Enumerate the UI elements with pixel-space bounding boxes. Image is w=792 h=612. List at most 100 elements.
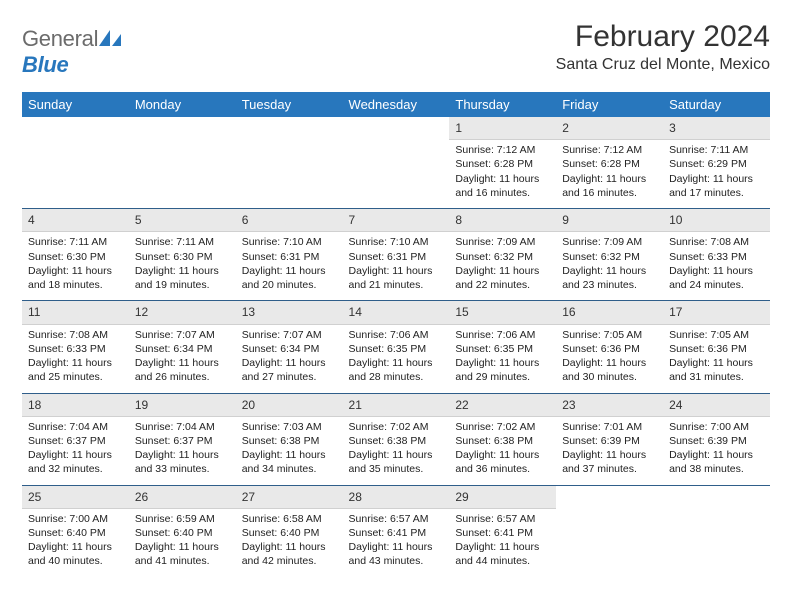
calendar-week-row: 11Sunrise: 7:08 AMSunset: 6:33 PMDayligh…	[22, 301, 770, 393]
calendar-week-row: 4Sunrise: 7:11 AMSunset: 6:30 PMDaylight…	[22, 209, 770, 301]
day-number: 3	[663, 117, 770, 140]
daylight-line: Daylight: 11 hours and 25 minutes.	[28, 356, 123, 384]
sunrise-line: Sunrise: 7:02 AM	[455, 420, 550, 434]
daylight-line: Daylight: 11 hours and 19 minutes.	[135, 264, 230, 292]
day-details: Sunrise: 7:08 AMSunset: 6:33 PMDaylight:…	[22, 325, 129, 393]
day-details: Sunrise: 6:57 AMSunset: 6:41 PMDaylight:…	[343, 509, 450, 577]
daylight-line: Daylight: 11 hours and 37 minutes.	[562, 448, 657, 476]
calendar-day-cell: 9Sunrise: 7:09 AMSunset: 6:32 PMDaylight…	[556, 209, 663, 301]
sunrise-line: Sunrise: 6:58 AM	[242, 512, 337, 526]
sunrise-line: Sunrise: 7:12 AM	[455, 143, 550, 157]
day-number: 4	[22, 209, 129, 232]
sunrise-line: Sunrise: 7:01 AM	[562, 420, 657, 434]
calendar-day-cell: 28Sunrise: 6:57 AMSunset: 6:41 PMDayligh…	[343, 485, 450, 577]
sunrise-line: Sunrise: 6:57 AM	[455, 512, 550, 526]
day-number: 26	[129, 486, 236, 509]
calendar-day-cell: 4Sunrise: 7:11 AMSunset: 6:30 PMDaylight…	[22, 209, 129, 301]
sunrise-line: Sunrise: 7:03 AM	[242, 420, 337, 434]
calendar-day-cell: 11Sunrise: 7:08 AMSunset: 6:33 PMDayligh…	[22, 301, 129, 393]
day-details: Sunrise: 7:12 AMSunset: 6:28 PMDaylight:…	[556, 140, 663, 208]
day-details: Sunrise: 7:02 AMSunset: 6:38 PMDaylight:…	[343, 417, 450, 485]
calendar-day-cell: 3Sunrise: 7:11 AMSunset: 6:29 PMDaylight…	[663, 117, 770, 209]
day-details: Sunrise: 7:07 AMSunset: 6:34 PMDaylight:…	[129, 325, 236, 393]
day-details: Sunrise: 7:12 AMSunset: 6:28 PMDaylight:…	[449, 140, 556, 208]
daylight-line: Daylight: 11 hours and 16 minutes.	[562, 172, 657, 200]
day-details: Sunrise: 7:06 AMSunset: 6:35 PMDaylight:…	[449, 325, 556, 393]
day-details: Sunrise: 7:11 AMSunset: 6:30 PMDaylight:…	[129, 232, 236, 300]
day-number: 29	[449, 486, 556, 509]
sunset-line: Sunset: 6:30 PM	[135, 250, 230, 264]
day-details: Sunrise: 7:11 AMSunset: 6:30 PMDaylight:…	[22, 232, 129, 300]
sunset-line: Sunset: 6:28 PM	[455, 157, 550, 171]
day-details: Sunrise: 7:09 AMSunset: 6:32 PMDaylight:…	[449, 232, 556, 300]
sunrise-line: Sunrise: 7:06 AM	[455, 328, 550, 342]
sunrise-line: Sunrise: 6:59 AM	[135, 512, 230, 526]
day-details: Sunrise: 7:05 AMSunset: 6:36 PMDaylight:…	[556, 325, 663, 393]
daylight-line: Daylight: 11 hours and 17 minutes.	[669, 172, 764, 200]
calendar-day-cell: 7Sunrise: 7:10 AMSunset: 6:31 PMDaylight…	[343, 209, 450, 301]
day-details: Sunrise: 7:00 AMSunset: 6:40 PMDaylight:…	[22, 509, 129, 577]
daylight-line: Daylight: 11 hours and 23 minutes.	[562, 264, 657, 292]
day-number: 14	[343, 301, 450, 324]
day-details: Sunrise: 7:05 AMSunset: 6:36 PMDaylight:…	[663, 325, 770, 393]
sunrise-line: Sunrise: 7:07 AM	[242, 328, 337, 342]
day-number: 21	[343, 394, 450, 417]
sunset-line: Sunset: 6:35 PM	[455, 342, 550, 356]
daylight-line: Daylight: 11 hours and 44 minutes.	[455, 540, 550, 568]
sunset-line: Sunset: 6:40 PM	[28, 526, 123, 540]
weekday-header: Saturday	[663, 92, 770, 117]
daylight-line: Daylight: 11 hours and 29 minutes.	[455, 356, 550, 384]
sunrise-line: Sunrise: 7:05 AM	[562, 328, 657, 342]
calendar-day-cell: 22Sunrise: 7:02 AMSunset: 6:38 PMDayligh…	[449, 393, 556, 485]
day-details: Sunrise: 7:07 AMSunset: 6:34 PMDaylight:…	[236, 325, 343, 393]
daylight-line: Daylight: 11 hours and 32 minutes.	[28, 448, 123, 476]
page-header: GeneralBlue February 2024 Santa Cruz del…	[22, 20, 770, 78]
daylight-line: Daylight: 11 hours and 22 minutes.	[455, 264, 550, 292]
day-number: 25	[22, 486, 129, 509]
logo-sail-icon	[99, 26, 121, 52]
calendar-empty-cell	[22, 117, 129, 209]
day-details: Sunrise: 7:02 AMSunset: 6:38 PMDaylight:…	[449, 417, 556, 485]
sunset-line: Sunset: 6:33 PM	[28, 342, 123, 356]
day-details: Sunrise: 7:10 AMSunset: 6:31 PMDaylight:…	[236, 232, 343, 300]
logo-text-general: General	[22, 26, 98, 51]
daylight-line: Daylight: 11 hours and 26 minutes.	[135, 356, 230, 384]
calendar-body: 1Sunrise: 7:12 AMSunset: 6:28 PMDaylight…	[22, 117, 770, 577]
calendar-day-cell: 25Sunrise: 7:00 AMSunset: 6:40 PMDayligh…	[22, 485, 129, 577]
daylight-line: Daylight: 11 hours and 18 minutes.	[28, 264, 123, 292]
day-number: 18	[22, 394, 129, 417]
daylight-line: Daylight: 11 hours and 43 minutes.	[349, 540, 444, 568]
calendar-day-cell: 20Sunrise: 7:03 AMSunset: 6:38 PMDayligh…	[236, 393, 343, 485]
day-details: Sunrise: 7:04 AMSunset: 6:37 PMDaylight:…	[22, 417, 129, 485]
sunset-line: Sunset: 6:38 PM	[455, 434, 550, 448]
logo: GeneralBlue	[22, 26, 121, 78]
daylight-line: Daylight: 11 hours and 33 minutes.	[135, 448, 230, 476]
sunrise-line: Sunrise: 7:06 AM	[349, 328, 444, 342]
day-details: Sunrise: 7:06 AMSunset: 6:35 PMDaylight:…	[343, 325, 450, 393]
calendar-day-cell: 2Sunrise: 7:12 AMSunset: 6:28 PMDaylight…	[556, 117, 663, 209]
month-title: February 2024	[556, 20, 770, 54]
day-details: Sunrise: 7:10 AMSunset: 6:31 PMDaylight:…	[343, 232, 450, 300]
sunrise-line: Sunrise: 7:11 AM	[135, 235, 230, 249]
calendar-day-cell: 23Sunrise: 7:01 AMSunset: 6:39 PMDayligh…	[556, 393, 663, 485]
sunset-line: Sunset: 6:36 PM	[562, 342, 657, 356]
sunset-line: Sunset: 6:31 PM	[242, 250, 337, 264]
sunrise-line: Sunrise: 7:08 AM	[28, 328, 123, 342]
calendar-day-cell: 21Sunrise: 7:02 AMSunset: 6:38 PMDayligh…	[343, 393, 450, 485]
weekday-header: Sunday	[22, 92, 129, 117]
daylight-line: Daylight: 11 hours and 38 minutes.	[669, 448, 764, 476]
sunset-line: Sunset: 6:28 PM	[562, 157, 657, 171]
sunrise-line: Sunrise: 7:08 AM	[669, 235, 764, 249]
title-block: February 2024 Santa Cruz del Monte, Mexi…	[556, 20, 770, 74]
day-number: 16	[556, 301, 663, 324]
sunset-line: Sunset: 6:30 PM	[28, 250, 123, 264]
day-details: Sunrise: 6:58 AMSunset: 6:40 PMDaylight:…	[236, 509, 343, 577]
sunrise-line: Sunrise: 7:04 AM	[28, 420, 123, 434]
day-number: 8	[449, 209, 556, 232]
sunrise-line: Sunrise: 7:04 AM	[135, 420, 230, 434]
sunset-line: Sunset: 6:33 PM	[669, 250, 764, 264]
day-details: Sunrise: 7:11 AMSunset: 6:29 PMDaylight:…	[663, 140, 770, 208]
sunrise-line: Sunrise: 7:02 AM	[349, 420, 444, 434]
weekday-header: Monday	[129, 92, 236, 117]
day-number: 9	[556, 209, 663, 232]
